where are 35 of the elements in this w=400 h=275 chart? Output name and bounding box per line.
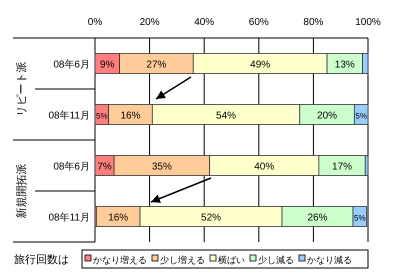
group-label: 新規開拓派 <box>16 164 28 218</box>
legend-label: 横ばい <box>218 255 245 265</box>
data-label: 7% <box>97 162 112 172</box>
legend-label: 少し減る <box>258 255 294 265</box>
category-label: 08年6月 <box>53 162 90 172</box>
tick-label: 80% <box>303 17 324 28</box>
data-label: 52% <box>201 212 222 224</box>
data-label: 20% <box>317 110 338 122</box>
tick-label: 40% <box>194 17 214 28</box>
data-label: 9% <box>100 60 114 70</box>
data-label: 5% <box>355 112 367 120</box>
data-label: 35% <box>152 162 172 172</box>
data-label: 27% <box>146 60 166 70</box>
data-label: 13% <box>334 60 355 70</box>
data-label: 40% <box>254 162 274 172</box>
legend-label: かなり増える <box>93 255 147 265</box>
tick-label: 0% <box>88 17 102 28</box>
tick-label: 20% <box>140 17 160 28</box>
data-label: 26% <box>307 212 328 224</box>
data-label: 16% <box>108 212 128 224</box>
tick-label: 100% <box>355 17 381 28</box>
data-label: 17% <box>332 162 352 172</box>
category-label: 08年11月 <box>48 212 90 224</box>
group-label: リピート派 <box>16 62 28 116</box>
data-label: 16% <box>120 110 140 122</box>
data-label: 49% <box>250 60 270 70</box>
data-label: 54% <box>216 110 236 122</box>
legend-title: 旅行回数は <box>14 254 69 266</box>
data-label: 5% <box>96 112 108 120</box>
data-label: 5% <box>354 214 366 222</box>
tick-label: 60% <box>248 17 269 28</box>
category-label: 08年6月 <box>53 60 90 70</box>
legend-label: かなり減る <box>307 255 352 265</box>
legend-label: 少し増える <box>160 255 205 265</box>
category-label: 08年11月 <box>48 110 90 122</box>
